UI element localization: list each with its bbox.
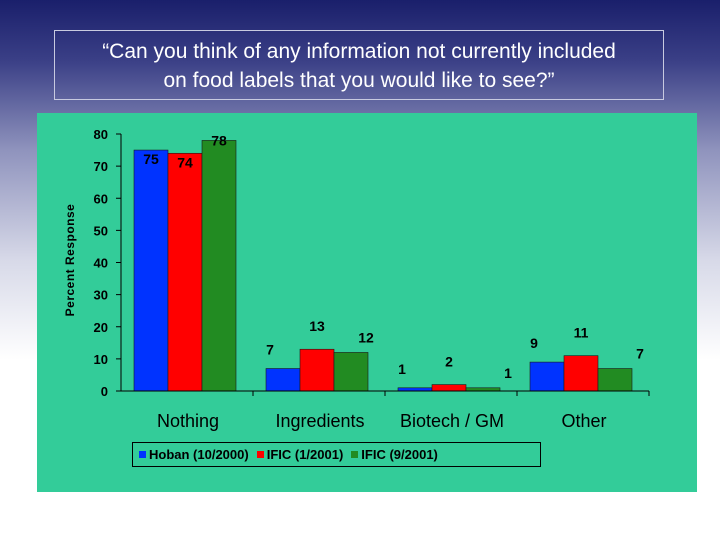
- legend-label-hoban: Hoban (10/2000): [149, 447, 249, 462]
- x-category-label: Nothing: [157, 411, 219, 431]
- slide-title-line-1: “Can you think of any information not cu…: [102, 40, 616, 63]
- legend-swatch-hoban: [139, 451, 146, 458]
- y-tick-label: 60: [94, 191, 108, 206]
- data-label: 1: [504, 365, 512, 381]
- bar: [299, 348, 335, 392]
- data-label: 11: [574, 325, 589, 341]
- y-tick-label: 40: [94, 256, 108, 271]
- data-label: 13: [309, 318, 325, 334]
- bar: [431, 384, 467, 392]
- y-tick-label: 10: [94, 352, 108, 367]
- bar: [529, 361, 565, 392]
- x-category-label: Other: [561, 411, 606, 431]
- legend: Hoban (10/2000) IFIC (1/2001) IFIC (9/20…: [132, 442, 541, 467]
- y-tick-label: 0: [101, 384, 108, 399]
- legend-item-ific-sep: IFIC (9/2001): [351, 447, 438, 462]
- legend-label-ific-jan: IFIC (1/2001): [266, 447, 344, 462]
- legend-label-ific-sep: IFIC (9/2001): [361, 447, 438, 462]
- bar: [265, 368, 301, 392]
- y-tick-label: 50: [94, 223, 108, 238]
- data-label: 75: [143, 151, 159, 167]
- y-tick-label: 80: [94, 127, 108, 142]
- y-tick-label: 70: [94, 159, 108, 174]
- bar: [201, 140, 237, 392]
- bar: [597, 368, 633, 392]
- bar: [133, 149, 169, 392]
- data-label: 2: [445, 354, 453, 370]
- bar: [563, 355, 599, 392]
- data-label: 74: [177, 154, 193, 170]
- bar: [333, 352, 369, 392]
- slide-title: “Can you think of any information not cu…: [54, 30, 664, 100]
- legend-swatch-ific-sep: [351, 451, 359, 458]
- data-label: 7: [636, 346, 644, 362]
- legend-item-hoban: Hoban (10/2000): [139, 447, 249, 462]
- y-tick-label: 20: [94, 320, 108, 335]
- bar: [167, 152, 203, 392]
- x-category-label: Biotech / GM: [400, 411, 504, 431]
- slide-title-line-2: on food labels that you would like to se…: [163, 69, 555, 92]
- data-label: 9: [530, 335, 538, 351]
- y-axis-label: Percent Response: [63, 204, 77, 317]
- legend-swatch-ific-jan: [256, 451, 264, 458]
- legend-item-ific-jan: IFIC (1/2001): [256, 447, 344, 462]
- y-tick-label: 30: [94, 288, 108, 303]
- data-label: 7: [266, 342, 274, 358]
- data-label: 78: [211, 132, 227, 148]
- data-label: 12: [358, 329, 374, 345]
- data-label: 1: [398, 361, 406, 377]
- x-category-label: Ingredients: [275, 411, 364, 431]
